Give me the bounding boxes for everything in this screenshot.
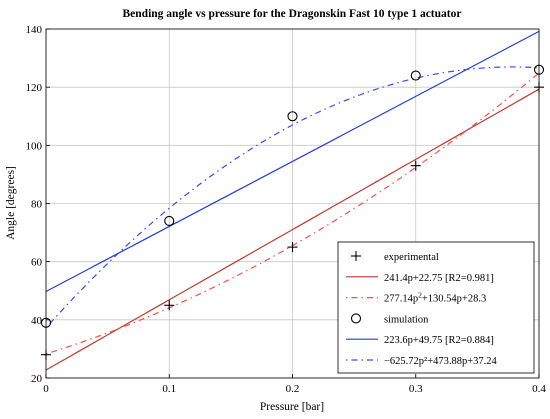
legend-swatch <box>350 313 362 324</box>
legend-item: simulation <box>350 313 429 325</box>
axis-ticks: 0 0.1 0.2 0.3 0.4 20 40 60 80 100 120 140 <box>26 24 547 395</box>
legend-item: −625.72p²+473.88p+37.24 <box>346 356 498 367</box>
series-line-1 <box>45 88 540 371</box>
x-tick-label: 0 <box>43 383 49 395</box>
legend-label: −625.72p²+473.88p+37.24 <box>384 356 498 367</box>
experimental-point <box>410 160 421 171</box>
grid <box>45 28 540 379</box>
y-tick-label: 60 <box>31 257 43 269</box>
series-line-4 <box>45 30 540 293</box>
x-tick-label: 0.3 <box>409 383 423 395</box>
experimental-point <box>164 300 175 311</box>
chart-title: Bending angle vs pressure for the Dragon… <box>123 8 462 20</box>
legend-label: experimental <box>384 252 439 263</box>
y-tick-label: 20 <box>31 373 43 385</box>
y-axis-label: Angle [degrees] <box>5 166 17 240</box>
y-tick-label: 100 <box>26 140 43 152</box>
x-axis-label: Pressure [bar] <box>260 401 324 413</box>
experimental-point <box>287 242 298 253</box>
y-tick-label: 80 <box>31 199 43 211</box>
y-tick-label: 40 <box>31 315 43 327</box>
simulation-point <box>287 111 298 122</box>
legend-item: experimental <box>351 251 439 263</box>
simulation-point <box>164 215 175 226</box>
legend-item: 277.14p2+130.54p+28.3 <box>346 291 486 305</box>
x-tick-label: 0.4 <box>532 383 546 395</box>
y-tick-label: 140 <box>26 24 43 36</box>
legend: experimental 241.4p+22.75 [R2=0.981] 277.1… <box>337 241 535 374</box>
legend-label: simulation <box>384 314 429 325</box>
legend-swatch <box>351 251 361 261</box>
legend-label: 277.14p2+130.54p+28.3 <box>384 291 486 305</box>
x-tick-label: 0.1 <box>162 383 176 395</box>
legend-label: 241.4p+22.75 [R2=0.981] <box>384 273 494 284</box>
series-line-5 <box>45 66 540 329</box>
simulation-point <box>410 70 421 81</box>
legend-item: 223.6p+49.75 [R2=0.884] <box>346 335 494 346</box>
legend-label: 223.6p+49.75 [R2=0.884] <box>384 335 494 346</box>
y-tick-label: 120 <box>26 82 43 94</box>
x-tick-label: 0.2 <box>286 383 300 395</box>
legend-item: 241.4p+22.75 [R2=0.981] <box>346 273 494 284</box>
legend-box <box>337 241 535 374</box>
